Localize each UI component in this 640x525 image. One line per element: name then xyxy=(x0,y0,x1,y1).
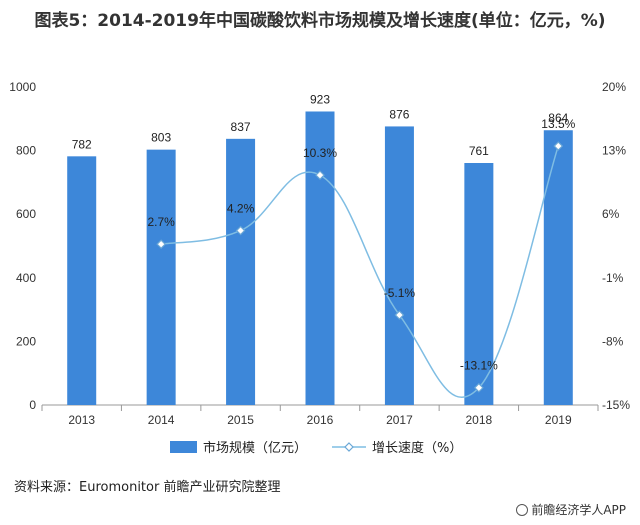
y-left-tick-label: 1000 xyxy=(9,80,36,94)
axes: 2013 2014 2015 2016 2017 2018 2019 0 200 400 600 80… xyxy=(9,80,630,427)
credit: 前瞻经济学人APP xyxy=(516,501,626,518)
y-right-tick-label: -1% xyxy=(602,271,624,285)
bar-value-label: 876 xyxy=(389,107,409,121)
bar xyxy=(146,149,176,405)
y-left-tick-label: 400 xyxy=(16,271,36,285)
x-tick-label: 2017 xyxy=(386,413,413,427)
bar xyxy=(384,126,414,405)
y-right-tick-label: 13% xyxy=(602,144,626,158)
legend: 市场规模（亿元） 增长速度（%） xyxy=(170,440,462,456)
line-value-label: -5.1% xyxy=(384,286,416,300)
line-series: 2.7% 4.2% 10.3% -5.1% -13.1% 13.5% xyxy=(147,117,576,398)
y-left-tick-label: 600 xyxy=(16,207,36,221)
x-tick-label: 2013 xyxy=(68,413,95,427)
bar-value-label: 782 xyxy=(72,137,92,151)
bar xyxy=(543,130,573,406)
y-left-tick-label: 800 xyxy=(16,144,36,158)
y-left-tick-label: 0 xyxy=(29,398,36,412)
line-point xyxy=(235,225,246,236)
x-tick-label: 2016 xyxy=(307,413,334,427)
logo-icon xyxy=(516,504,529,516)
x-tick-label: 2019 xyxy=(545,413,572,427)
bar xyxy=(226,138,256,406)
line-point xyxy=(315,170,325,180)
chart-title: 图表5：2014-2019年中国碳酸饮料市场规模及增长速度(单位：亿元，%) xyxy=(34,11,606,31)
bar-series: 782 803 837 923 876 761 864 xyxy=(67,92,573,406)
bar-value-label: 864 xyxy=(548,111,568,125)
x-tick-label: 2014 xyxy=(148,413,175,427)
credit-text: 前瞻经济学人APP xyxy=(531,503,626,517)
line-point xyxy=(394,310,405,320)
x-tick-label: 2015 xyxy=(227,413,254,427)
y-right-tick-label: -8% xyxy=(602,334,624,348)
line-point xyxy=(474,382,484,393)
line-point xyxy=(553,141,564,151)
bar-value-label: 761 xyxy=(469,144,489,158)
line-value-label: 2.7% xyxy=(147,215,175,229)
bar xyxy=(67,156,97,405)
y-right-tick-label: 6% xyxy=(602,207,620,221)
bar xyxy=(464,163,494,405)
line-point xyxy=(156,239,166,250)
bar-value-label: 803 xyxy=(151,131,171,145)
line-value-label: 4.2% xyxy=(227,202,255,216)
legend-bar-swatch xyxy=(170,441,197,453)
y-left-tick-label: 200 xyxy=(16,334,36,348)
y-right-tick-label: 20% xyxy=(602,80,626,94)
line-value-label: 10.3% xyxy=(303,146,337,160)
source-note: 资料来源：Euromonitor 前瞻产业研究院整理 xyxy=(14,480,281,495)
x-tick-label: 2018 xyxy=(466,413,493,427)
growth-line xyxy=(161,145,559,398)
bar-value-label: 837 xyxy=(231,120,251,134)
bar xyxy=(305,111,335,406)
legend-bar-label: 市场规模（亿元） xyxy=(203,440,307,456)
legend-line-label: 增长速度（%） xyxy=(372,440,462,456)
line-value-label: 13.5% xyxy=(541,117,575,131)
y-right-tick-label: -15% xyxy=(602,398,630,412)
legend-line-marker xyxy=(344,442,354,452)
bar-value-label: 923 xyxy=(310,92,330,106)
line-value-label: -13.1% xyxy=(460,359,498,373)
